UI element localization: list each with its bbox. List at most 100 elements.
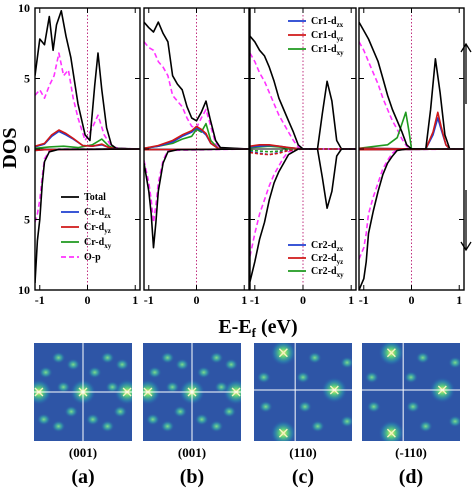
series-Op-down: [359, 148, 464, 260]
series-dxy-up: [144, 122, 249, 150]
atom-marker: [278, 428, 288, 438]
x-tick-label: -1: [250, 293, 260, 307]
density-lobe: [51, 351, 66, 364]
x-tick-label: -1: [359, 293, 369, 307]
density-lobe: [66, 358, 81, 371]
series-Op-up: [359, 41, 464, 150]
density-peak: [270, 420, 297, 441]
plane-label: (110): [289, 445, 316, 460]
density-lobe: [87, 366, 102, 379]
series-Op-up: [35, 52, 140, 150]
plane-label: (-110): [395, 445, 427, 460]
legend-entry: Cr2-dxy: [311, 266, 344, 279]
plane-label: (001): [178, 445, 206, 460]
density-lobe: [36, 413, 51, 426]
y-tick-label: 0: [24, 142, 30, 156]
density-maps: (001) (a) (001) (b) (110) (c) (-110) (d): [34, 343, 460, 488]
y-tick-label: 5: [24, 72, 30, 86]
y-axis-label: DOS: [0, 127, 21, 168]
series-dxy-up: [35, 138, 140, 150]
density-lobe: [194, 413, 209, 426]
density-lobe: [340, 415, 352, 428]
spin-down-arrow: [460, 190, 472, 252]
x-axis-label-sub: f: [252, 325, 257, 340]
density-lobe: [340, 356, 352, 369]
series-Total-down: [359, 148, 464, 290]
atom-marker: [278, 348, 288, 358]
density-lobe: [405, 400, 420, 413]
density-lobe: [196, 366, 211, 379]
density-lobe: [222, 405, 237, 418]
density-lobe: [173, 405, 188, 418]
legend-entry: Cr-dyz: [84, 222, 111, 235]
density-lobe: [100, 420, 115, 433]
series-Total-up: [144, 21, 249, 150]
series-Total-up: [35, 10, 140, 150]
density-lobe: [214, 381, 229, 394]
density-lobe: [105, 381, 120, 394]
x-tick-label: 0: [85, 293, 91, 307]
y-tick-label: 10: [18, 1, 30, 15]
density-lobe: [165, 381, 180, 394]
density-peak: [378, 420, 405, 441]
density-lobe: [113, 405, 128, 418]
density-lobe: [224, 358, 239, 371]
spin-up-arrow: [460, 42, 472, 104]
density-lobe: [415, 351, 430, 364]
density-lobe: [209, 351, 224, 364]
atom-marker: [386, 428, 396, 438]
density-lobe: [147, 366, 162, 379]
series-Op-up: [250, 52, 356, 150]
y-tick-label: 5: [24, 213, 30, 227]
density-lobe: [366, 400, 381, 413]
density-lobe: [85, 413, 100, 426]
density-lobe: [448, 415, 460, 428]
dos-panel-b: -1 0 1: [143, 7, 250, 307]
series-Total-up: [359, 21, 464, 150]
x-axis-label-main: E-E: [218, 316, 251, 338]
dos-panel-c: -1 0 1Cr1-dzxCr1-dyzCr1-dxyCr2-dzxCr2-dyzC…: [249, 7, 357, 307]
density-lobe: [256, 371, 271, 384]
density-lobe: [296, 371, 310, 384]
density-map-c: (110) (c): [254, 343, 352, 488]
x-tick-label: 0: [194, 293, 200, 307]
density-peak: [270, 343, 297, 366]
density-lobe: [448, 356, 460, 369]
density-lobe: [404, 371, 418, 384]
series-Total-down: [144, 148, 249, 249]
density-lobe: [209, 420, 224, 433]
x-tick-label: -1: [144, 293, 154, 307]
legend-entry: Cr1-dyz: [311, 30, 343, 43]
density-lobe: [56, 381, 71, 394]
legend-entry: Cr-dxy: [84, 237, 112, 250]
density-lobe: [310, 420, 325, 433]
legend-entry: Cr2-dyz: [311, 253, 343, 266]
panel-label: (b): [180, 466, 204, 488]
density-lobe: [115, 358, 130, 371]
density-lobe: [307, 351, 322, 364]
density-map-b: (001) (b): [143, 343, 241, 488]
y-ticks: 10 5 0 5 10: [18, 1, 30, 297]
x-tick-label: 1: [456, 293, 462, 307]
x-tick-label: 1: [132, 293, 138, 307]
x-tick-label: 0: [300, 293, 306, 307]
density-map-d: (-110) (d): [362, 343, 460, 488]
x-axis-label-unit: (eV): [256, 316, 298, 338]
series-Total-down: [250, 148, 356, 282]
density-lobe: [145, 413, 160, 426]
density-lobe: [64, 405, 79, 418]
panel-label: (c): [292, 466, 314, 488]
legend-entry: Cr1-dxy: [311, 44, 344, 57]
density-lobe: [160, 420, 175, 433]
series-dyz-up: [35, 129, 140, 150]
density-map-a: (001) (a): [34, 343, 132, 488]
legend-a: Total Cr-dzx Cr-dyz Cr-dxy O-p: [61, 192, 112, 263]
density-lobe: [100, 351, 115, 364]
panel-label: (d): [399, 466, 423, 488]
legend-entry: Total: [84, 192, 106, 203]
series-dyz-up: [144, 125, 249, 150]
density-lobe: [364, 371, 379, 384]
